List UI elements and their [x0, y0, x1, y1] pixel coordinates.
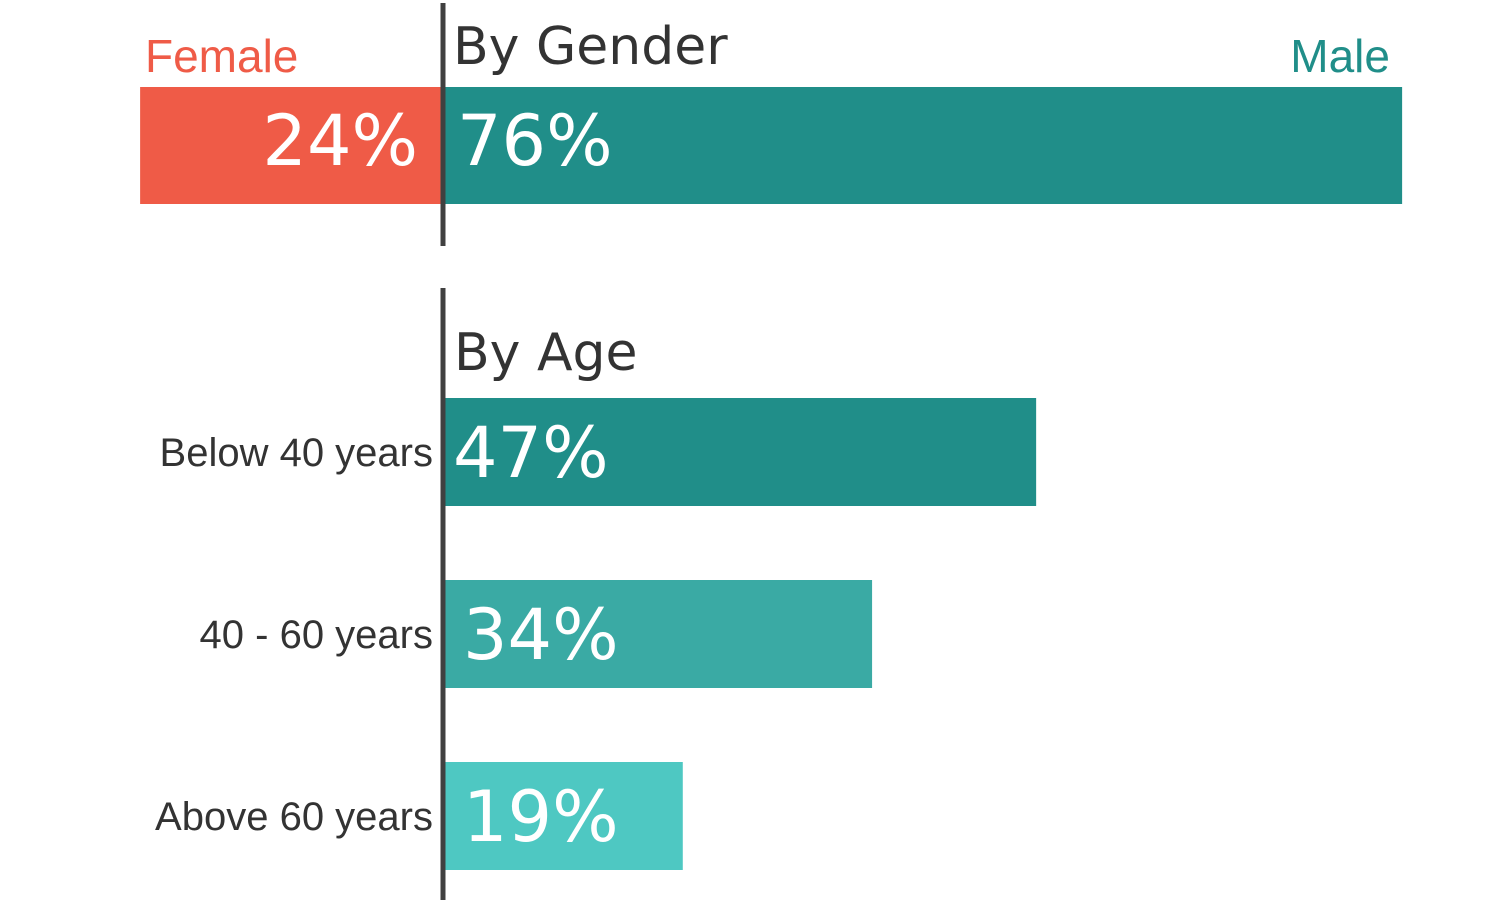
bar-gender-male	[443, 87, 1403, 204]
category-label-below-40-years: Below 40 years	[160, 431, 433, 475]
legend-label-female: Female	[145, 30, 298, 82]
category-label-above-60-years: Above 60 years	[155, 795, 433, 839]
data-label-gender-female: 24%	[262, 100, 418, 182]
chart-title-age: By Age	[454, 323, 638, 383]
legend-label-male: Male	[1290, 30, 1390, 82]
data-label-age-above-60-years: 19%	[463, 776, 619, 858]
data-label-age-below-40-years: 47%	[453, 412, 609, 494]
bar-age-below-40-years	[443, 398, 1037, 506]
bar-age-above-60-years	[443, 762, 683, 870]
bar-age-40-60-years	[443, 580, 873, 688]
chart-title-gender: By Gender	[453, 17, 728, 77]
category-label-40-60-years: 40 - 60 years	[200, 613, 433, 657]
data-label-age-40-60-years: 34%	[463, 594, 619, 676]
data-label-gender-male: 76%	[457, 100, 613, 182]
bar-gender-female	[140, 87, 443, 204]
